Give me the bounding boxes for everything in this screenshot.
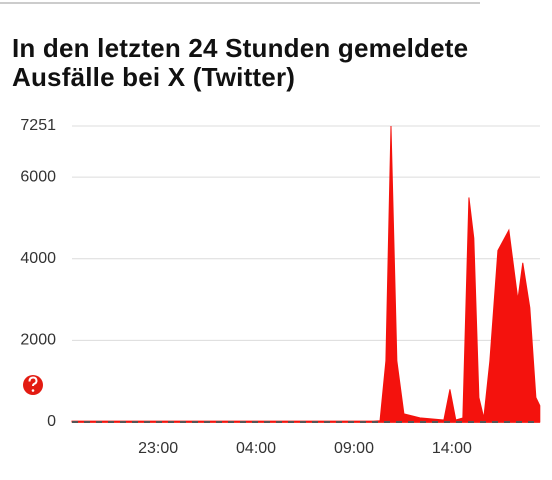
y-tick-label: 7251 (20, 117, 56, 134)
y-tick-label: 0 (47, 413, 56, 430)
y-tick-label: 4000 (20, 250, 56, 267)
x-tick-label: 23:00 (138, 440, 178, 457)
x-tick-label: 09:00 (334, 440, 374, 457)
chart-title: In den letzten 24 Stunden gemeldete Ausf… (12, 33, 469, 92)
x-tick-label: 04:00 (236, 440, 276, 457)
y-tick-label: 2000 (20, 332, 56, 349)
help-icon[interactable] (23, 375, 43, 395)
area (71, 125, 541, 423)
x-tick-label: 14:00 (432, 440, 472, 457)
y-tick-label: 6000 (20, 168, 56, 185)
